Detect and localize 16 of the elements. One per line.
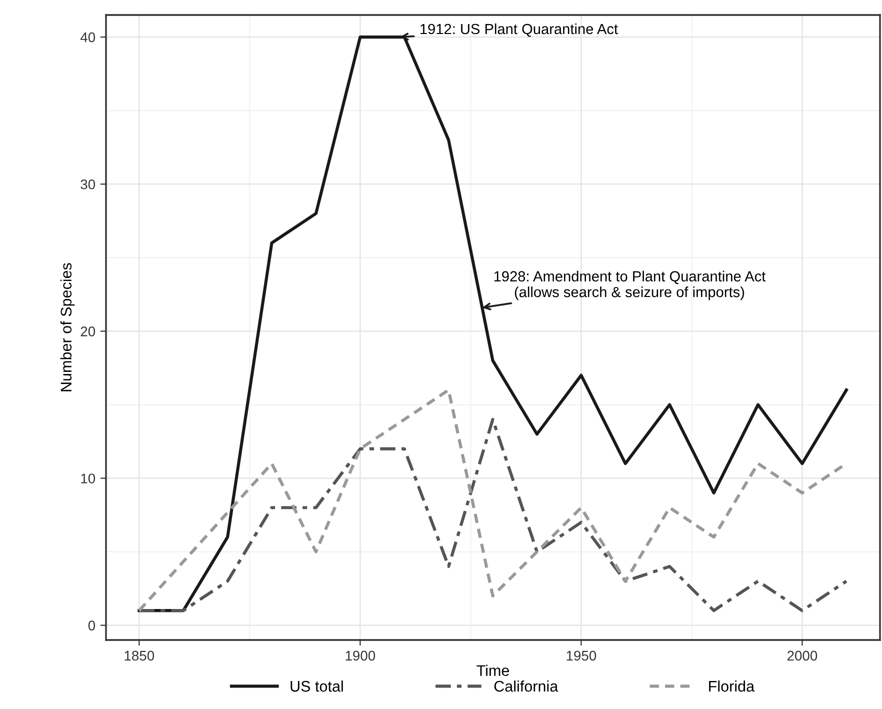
x-tick-label: 1850 (124, 650, 154, 661)
y-tick-label: 20 (80, 326, 96, 336)
x-tick-label: 2000 (787, 650, 818, 661)
legend-label: California (494, 680, 558, 692)
legend-label: Florida (709, 680, 755, 692)
annotation: 1928: Amendment to Plant Quarantine Act (allows search & seizure of imports) (494, 270, 766, 300)
annotation: 1912: US Plant Quarantine Act (420, 23, 618, 37)
x-axis-title: Time (476, 664, 510, 676)
x-tick-label: 1900 (346, 650, 376, 661)
y-tick-label: 40 (80, 32, 96, 42)
y-axis-title: Number of Species (60, 263, 75, 392)
y-tick-label: 0 (88, 620, 96, 630)
y-tick-label: 10 (81, 474, 96, 484)
x-tick-label: 1950 (566, 650, 596, 661)
y-tick-label: 30 (80, 179, 96, 190)
legend-label: US total (290, 680, 343, 692)
